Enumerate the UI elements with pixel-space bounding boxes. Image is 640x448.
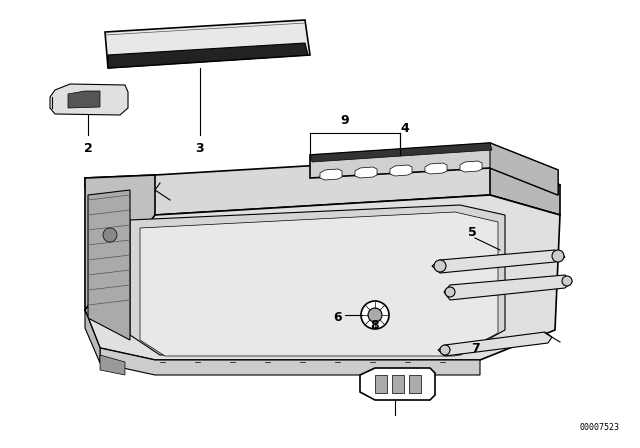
Circle shape [434,260,446,272]
Polygon shape [310,143,492,162]
Polygon shape [85,175,155,360]
Polygon shape [392,375,404,393]
Circle shape [562,276,572,286]
Text: 5: 5 [468,225,476,238]
Polygon shape [85,195,560,360]
Circle shape [368,308,382,322]
Text: 6: 6 [333,310,342,323]
Polygon shape [320,169,342,180]
Text: 00007523: 00007523 [580,423,620,432]
Text: 4: 4 [401,121,410,134]
Polygon shape [88,190,130,340]
Polygon shape [100,355,125,375]
Circle shape [103,228,117,242]
Polygon shape [460,161,482,172]
Polygon shape [85,155,560,215]
Polygon shape [105,20,310,68]
Polygon shape [432,250,565,273]
Circle shape [445,287,455,297]
Polygon shape [444,275,572,300]
Polygon shape [360,368,435,400]
Polygon shape [490,143,558,195]
Text: 9: 9 [340,113,349,126]
Polygon shape [310,143,558,195]
Polygon shape [108,43,308,68]
Polygon shape [140,212,498,356]
Text: 2: 2 [84,142,92,155]
Polygon shape [130,205,505,355]
Polygon shape [390,165,412,176]
Polygon shape [375,375,387,393]
Text: 7: 7 [470,341,479,354]
Polygon shape [425,163,447,174]
Polygon shape [50,84,128,115]
Polygon shape [85,310,100,363]
Polygon shape [355,167,377,178]
Circle shape [552,250,564,262]
Polygon shape [490,155,560,215]
Text: 8: 8 [371,319,380,332]
Text: 3: 3 [196,142,204,155]
Polygon shape [68,91,100,108]
Circle shape [361,301,389,329]
Circle shape [440,345,450,355]
Polygon shape [409,375,421,393]
Polygon shape [100,348,480,375]
Polygon shape [438,332,552,356]
